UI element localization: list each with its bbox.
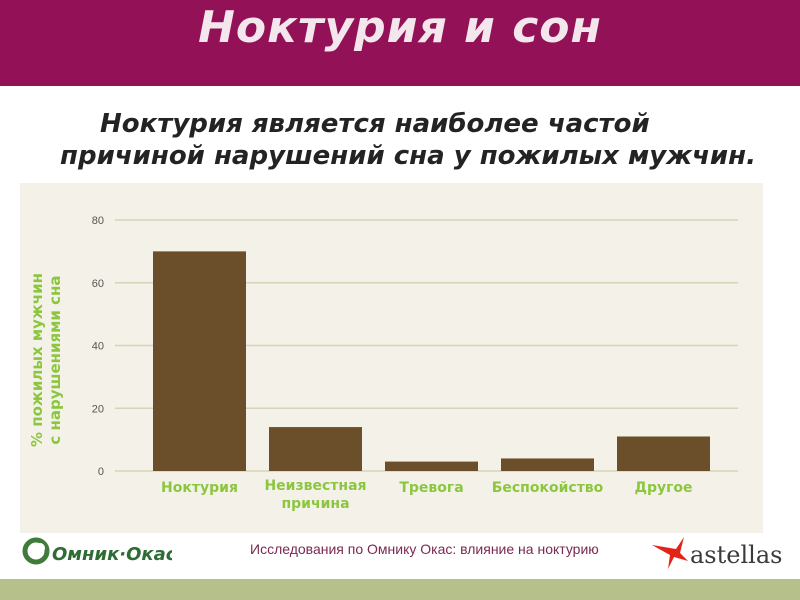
page-title: Ноктурия и сон	[198, 2, 602, 53]
category-label-3-0: Беспокойство	[492, 480, 604, 496]
y-axis-title: % пожилых мужчин с нарушениями сна	[28, 260, 66, 460]
omnik-okas-logo-text: Омник·Окас	[52, 544, 172, 565]
subtitle-line-2: причиной нарушений сна у пожилых мужчин.	[60, 141, 756, 171]
y-tick-label-0: 0	[98, 466, 104, 478]
category-label-1-1: причина	[281, 496, 349, 512]
subtitle-line-1: Ноктурия является наиболее частой	[100, 109, 650, 139]
category-label-4-0: Другое	[634, 480, 692, 496]
bar-3	[501, 458, 594, 471]
y-axis-title-line-1: % пожилых мужчин	[28, 273, 46, 447]
y-tick-label-80: 80	[92, 215, 104, 227]
y-tick-label-40: 40	[92, 341, 104, 353]
category-label-1-0: Неизвестная	[264, 478, 366, 494]
bar-1	[269, 427, 362, 471]
footer-caption: Исследования по Омнику Окас: влияние на …	[250, 541, 599, 557]
astellas-logo: astellas	[650, 535, 783, 571]
bottom-bar	[0, 579, 800, 600]
astellas-star-icon	[652, 537, 688, 569]
bar-0	[153, 251, 246, 471]
bar-4	[617, 436, 710, 471]
slide-subtitle: Ноктурия является наиболее частой причин…	[60, 108, 780, 172]
bar-2	[385, 461, 478, 471]
omnik-okas-logo-icon: Омник·Окас	[22, 537, 177, 565]
y-tick-label-20: 20	[92, 403, 104, 415]
y-tick-label-60: 60	[92, 278, 104, 290]
y-axis-title-line-2: с нарушениями сна	[46, 275, 64, 445]
header-bar: Ноктурия и сон	[0, 0, 800, 86]
omnik-okas-logo: Омник·Окас	[22, 534, 177, 570]
category-label-2-0: Тревога	[399, 480, 463, 496]
astellas-logo-text: astellas	[690, 541, 783, 569]
chart-panel	[20, 183, 763, 533]
category-label-0-0: Ноктурия	[161, 480, 238, 496]
